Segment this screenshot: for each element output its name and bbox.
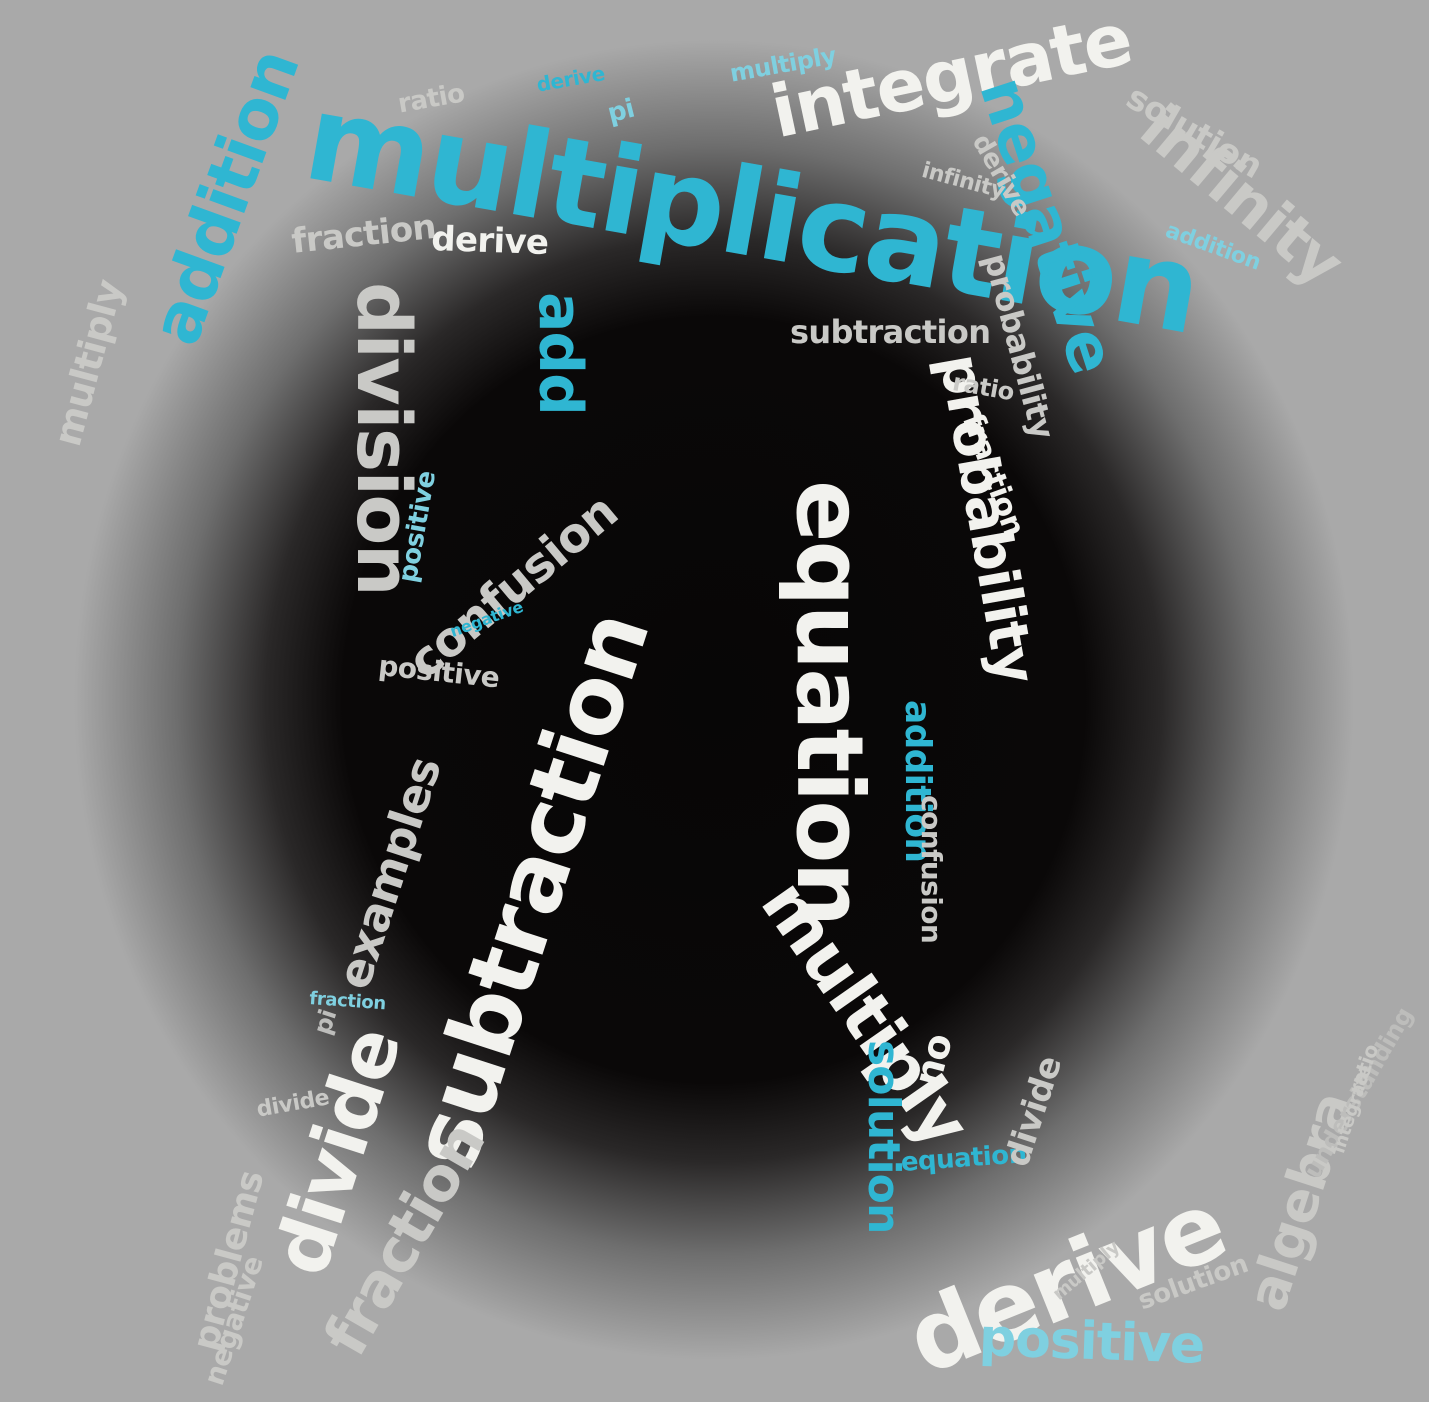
word: fraction	[308, 988, 387, 1015]
word: add	[525, 292, 595, 415]
word: examples	[326, 750, 452, 996]
word: confusion	[915, 795, 948, 944]
word: integrate	[763, 0, 1139, 155]
word: pi	[308, 1006, 343, 1039]
word: derive	[430, 219, 550, 264]
word: multiply	[45, 275, 132, 451]
word: pi	[604, 93, 638, 130]
word: equation	[776, 480, 883, 926]
word: positive	[376, 649, 501, 695]
word: subtraction	[790, 313, 991, 351]
word: subtraction	[390, 599, 671, 1181]
word: fraction	[289, 206, 438, 262]
word: solution	[858, 1040, 909, 1234]
word: derive	[534, 61, 607, 97]
word: addition	[136, 39, 316, 355]
word: divide	[997, 1051, 1071, 1172]
word: positive	[978, 1308, 1206, 1376]
